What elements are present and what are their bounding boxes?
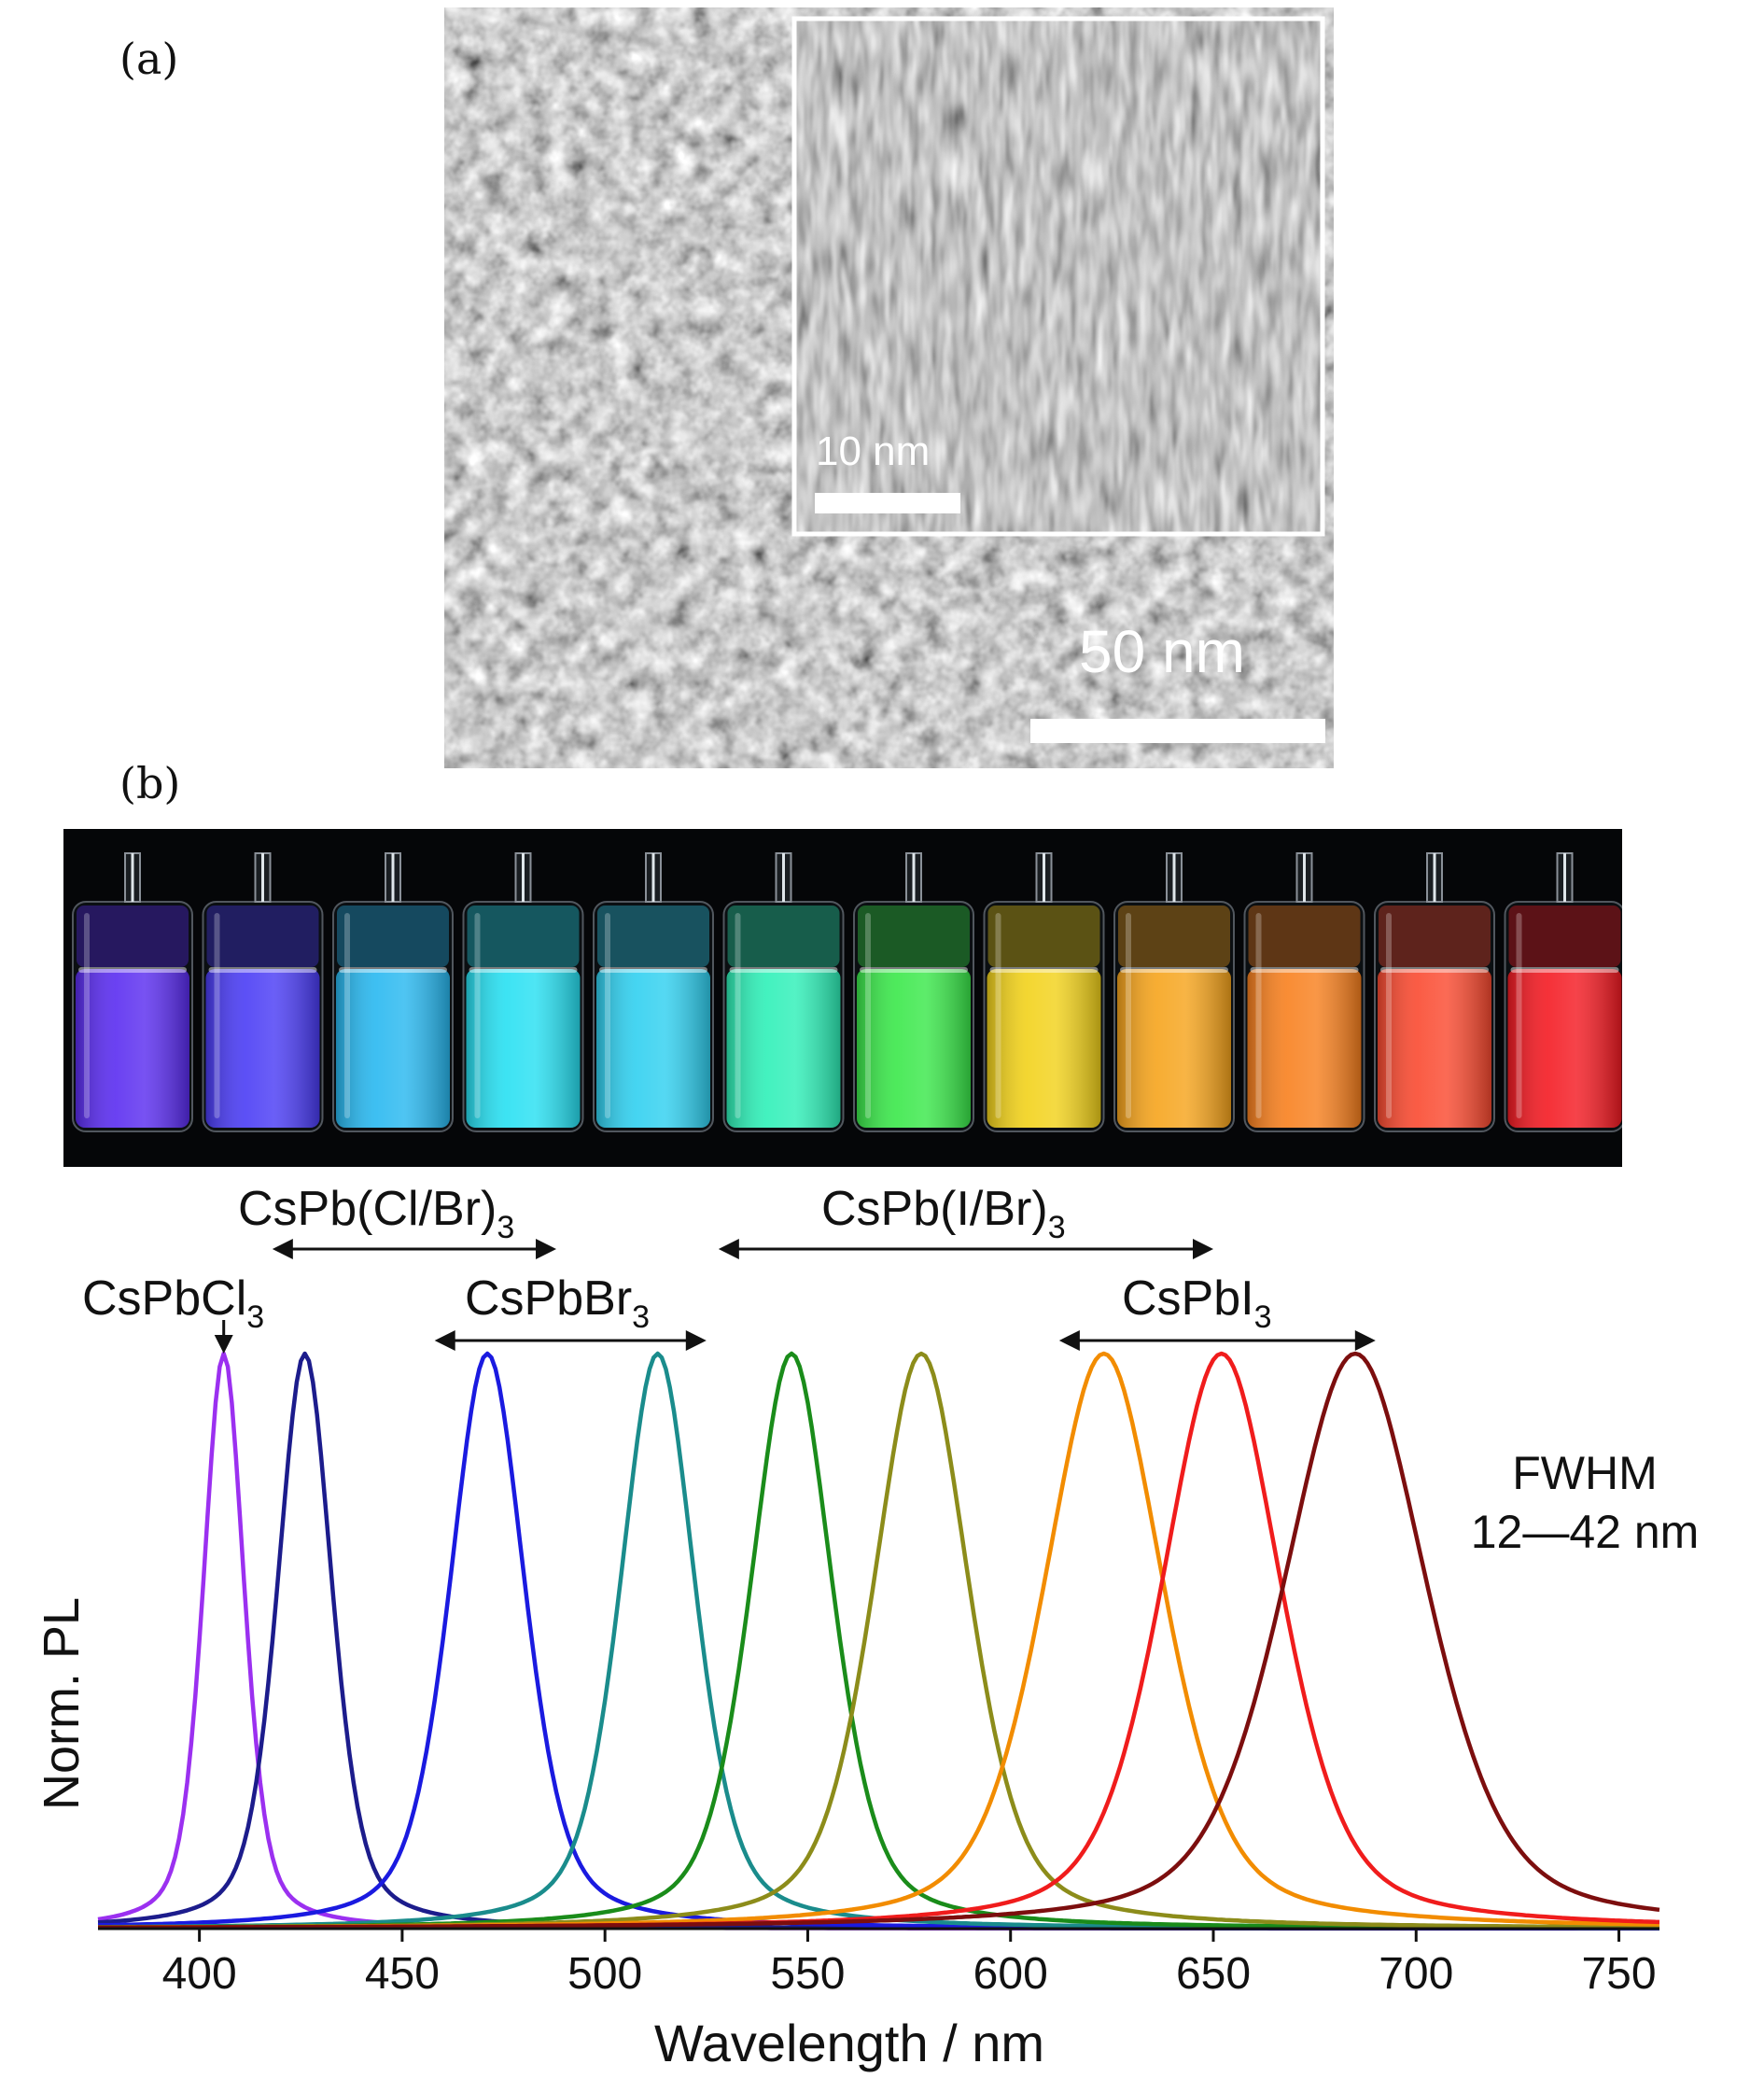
x-tick-label: 450 [365,1949,440,1999]
tem-micrograph: 10 nm 50 nm [444,7,1334,768]
fwhm-label: FWHM [1512,1447,1658,1499]
pl-curve-426 [97,1351,1659,1931]
pl-curve-513 [98,1351,1660,1931]
pl-curve-623 [98,1351,1659,1930]
vial [593,852,714,1132]
annot-arrow-cspb-clbr3 [272,1239,557,1259]
fwhm-range: 12—42 nm [1471,1506,1700,1558]
tem-inset: 10 nm [791,16,1325,537]
annot-cspbcl3: CsPbCl3 [82,1271,264,1335]
main-scale-label: 50 nm [1079,618,1245,685]
vial [202,852,324,1132]
vial [1374,852,1495,1132]
x-tick-label: 400 [162,1949,237,1999]
vial [1113,852,1235,1132]
panel-label-a: (a) [119,34,179,84]
annot-arrow-cspbcl3 [214,1320,233,1354]
vial [462,852,584,1132]
x-tick-label: 650 [1176,1949,1251,1999]
annot-cspbbr3: CsPbBr3 [465,1271,650,1335]
vial [332,852,454,1132]
vial [1243,852,1365,1132]
annot-cspb-clbr3: CsPb(Cl/Br)3 [238,1182,514,1245]
vial [1504,852,1626,1132]
x-tick-label: 550 [770,1949,845,1999]
x-tick-label: 750 [1581,1949,1656,1999]
annot-arrow-cspb-ibr3 [718,1239,1213,1259]
inset-scale-bar [815,493,960,513]
vials-photo [63,829,1626,1167]
panel-label-b: (b) [119,758,181,808]
x-tick-label: 600 [973,1949,1048,1999]
pl-curve-685 [98,1351,1660,1930]
x-axis-label: Wavelength / nm [654,2014,1044,2072]
x-tick-label: 700 [1379,1949,1453,1999]
inset-scale-label: 10 nm [816,428,930,474]
pl-curve-471 [97,1351,1659,1931]
vial [72,852,193,1132]
pl-curve-546 [98,1351,1659,1931]
main-scale-bar [1030,719,1325,743]
annot-arrow-cspbi3 [1058,1330,1376,1351]
vial [722,852,845,1132]
pl-curve-578 [98,1351,1659,1930]
annot-cspb-ibr3: CsPb(I/Br)3 [821,1182,1066,1245]
vial [853,852,974,1132]
annot-arrow-cspbbr3 [434,1330,707,1351]
pl-curve-406 [97,1351,1659,1931]
pl-curve-652 [98,1351,1660,1931]
y-axis-label: Norm. PL [34,1597,90,1810]
pl-chart: 400 450 500 550 600 650 700 750 CsPb(Cl/Br)3 Cs… [0,1167,1764,2073]
x-tick-label: 500 [567,1949,642,1999]
vial [983,852,1105,1132]
annot-cspbi3: CsPbI3 [1122,1271,1272,1335]
